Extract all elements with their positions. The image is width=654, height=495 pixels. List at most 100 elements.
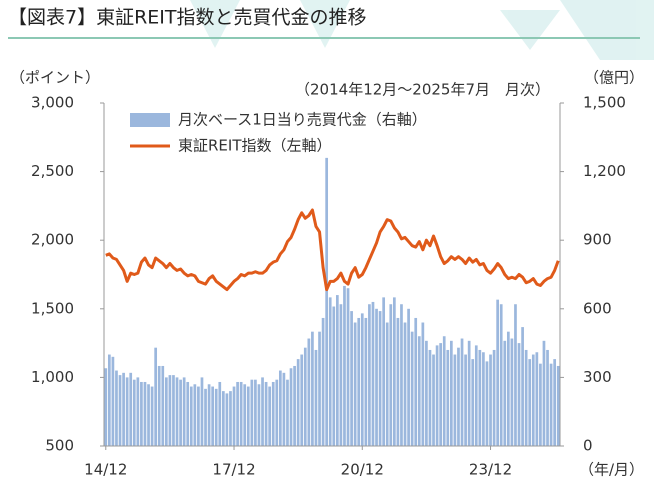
- bar: [246, 386, 250, 446]
- bar: [360, 313, 364, 446]
- bar: [339, 304, 343, 446]
- bar: [489, 354, 492, 446]
- bar: [414, 317, 418, 446]
- bar: [328, 297, 332, 446]
- bar: [229, 391, 232, 446]
- bar: [403, 322, 407, 446]
- bar: [471, 359, 475, 446]
- bar: [382, 297, 386, 446]
- bar: [179, 379, 182, 446]
- bar: [524, 349, 528, 446]
- y2-tick-label: 1,500: [583, 94, 626, 112]
- bar: [264, 381, 268, 446]
- x-tick-label: 14/12: [84, 461, 127, 479]
- bar: [439, 343, 443, 446]
- bar: [243, 384, 247, 446]
- bar: [129, 372, 133, 446]
- bar: [275, 379, 279, 446]
- bar: [400, 304, 403, 446]
- bar: [111, 356, 115, 446]
- bar: [271, 381, 275, 446]
- bar: [389, 304, 393, 446]
- bar: [239, 381, 243, 446]
- bar: [335, 295, 339, 446]
- legend-label: 東証REIT指数（左軸）: [178, 137, 332, 155]
- bar: [478, 349, 482, 446]
- bar: [161, 365, 165, 446]
- bar: [464, 354, 467, 446]
- x-tick-label: 17/12: [212, 461, 255, 479]
- bar: [207, 384, 211, 446]
- bar: [528, 359, 532, 446]
- bar: [514, 304, 517, 446]
- bar: [407, 308, 410, 446]
- chart-title: 【図表7】東証REIT指数と売買代金の推移: [8, 7, 367, 29]
- bar: [506, 331, 510, 446]
- bar: [107, 354, 111, 446]
- bar: [154, 347, 158, 446]
- decor-triangle: [500, 10, 560, 50]
- legend-swatch: [130, 113, 170, 127]
- line: [105, 208, 560, 292]
- bar: [289, 368, 293, 446]
- bar: [410, 331, 414, 446]
- bar: [268, 386, 272, 446]
- bar: [442, 336, 446, 446]
- chart-subtitle: （2014年12月～2025年7月 月次）: [295, 81, 550, 99]
- bar: [303, 347, 307, 446]
- bar: [254, 379, 257, 446]
- bar: [211, 386, 215, 446]
- bar: [482, 352, 485, 446]
- bar: [143, 381, 147, 446]
- bar: [428, 349, 432, 446]
- y2-axis-label: （億円）: [584, 69, 644, 87]
- bar: [531, 354, 535, 446]
- bar: [392, 297, 396, 446]
- bar: [499, 304, 503, 446]
- decor-triangle: [300, 0, 350, 48]
- bar: [446, 349, 450, 446]
- bar: [357, 317, 361, 446]
- y-tick-label: 2,000: [31, 231, 74, 249]
- bar: [132, 379, 136, 446]
- bar: [221, 391, 225, 446]
- bar: [314, 349, 318, 446]
- bar: [353, 322, 357, 446]
- bar: [296, 359, 300, 446]
- bar: [346, 288, 350, 446]
- bar: [204, 388, 207, 446]
- y-tick-label: 3,000: [31, 94, 74, 112]
- bar: [425, 340, 428, 446]
- bar: [200, 377, 204, 446]
- bar: [236, 381, 239, 446]
- bar: [396, 317, 400, 446]
- bar: [136, 377, 140, 446]
- bar: [368, 304, 371, 446]
- bar: [164, 377, 168, 446]
- bar: [549, 363, 553, 446]
- y2-tick-label: 600: [583, 299, 612, 317]
- bar: [175, 377, 179, 446]
- bar: [539, 363, 542, 446]
- bar: [182, 377, 186, 446]
- bar: [140, 381, 143, 446]
- bar: [542, 340, 546, 446]
- bar: [325, 157, 329, 446]
- bar: [197, 386, 200, 446]
- decor-triangle: [190, 0, 240, 48]
- bar: [318, 331, 321, 446]
- bar: [189, 386, 193, 446]
- bar: [286, 379, 289, 446]
- bar: [293, 365, 296, 446]
- bar: [421, 322, 425, 446]
- bar: [232, 386, 236, 446]
- bar: [282, 372, 286, 446]
- y-tick-label: 1,000: [31, 368, 74, 386]
- x-tick-label: 20/12: [341, 461, 384, 479]
- bar: [332, 306, 336, 446]
- bar: [503, 340, 507, 446]
- bar: [168, 375, 172, 446]
- bar: [278, 370, 282, 446]
- bar: [496, 299, 500, 446]
